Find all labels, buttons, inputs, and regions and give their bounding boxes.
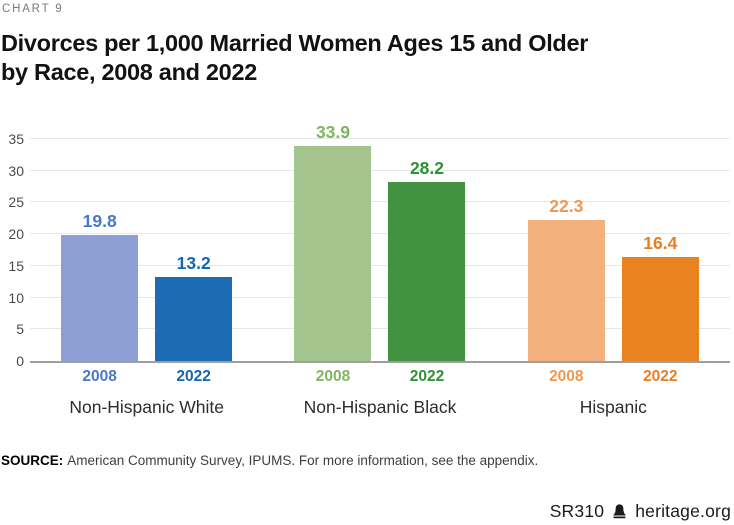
bar-group: 22.3 16.4 [497, 139, 730, 361]
source-note: SOURCE: American Community Survey, IPUMS.… [1, 453, 538, 468]
chart-title: Divorces per 1,000 Married Women Ages 15… [1, 29, 588, 86]
bar-value-label: 22.3 [549, 195, 584, 216]
bar: 28.2 [388, 158, 466, 361]
chart-number-label: CHART 9 [2, 3, 64, 15]
y-axis-tick-label: 35 [8, 131, 24, 147]
footer: SR310 heritage.org [550, 501, 731, 522]
bar-group: 33.9 28.2 [263, 122, 496, 361]
year-label-group: 2008 2022 [497, 368, 730, 386]
bar: 22.3 [527, 196, 605, 361]
bar: 19.8 [61, 211, 139, 361]
y-axis-tick-label: 20 [8, 226, 24, 243]
liberty-bell-icon [613, 504, 627, 519]
bar-value-label: 19.8 [82, 211, 117, 232]
category-label: Hispanic [579, 397, 647, 417]
gridline [30, 264, 730, 266]
gridline [30, 138, 730, 139]
bar-value-label: 33.9 [315, 121, 351, 142]
bar-group: 19.8 13.2 [30, 139, 263, 361]
report-id: SR310 [549, 501, 605, 521]
year-label: 2008 [315, 368, 351, 385]
source-label: SOURCE: [1, 453, 64, 468]
bar-value-label: 16.4 [643, 232, 678, 253]
bar: 33.9 [294, 122, 372, 361]
plot-area: 19.8 13.2 33.9 28.2 22.3 16.4 0 5 10 15 20 25 30 35 [8, 122, 730, 368]
gridline [30, 233, 730, 235]
gridline [30, 169, 730, 171]
category-label: Non-Hispanic White [69, 397, 224, 417]
category-labels-row: Non-Hispanic White Non-Hispanic Black Hisp… [30, 397, 730, 418]
chart-title-line-1: Divorces per 1,000 Married Women Ages 15… [1, 30, 589, 56]
bar-value-label: 13.2 [176, 253, 211, 274]
year-label: 2022 [643, 368, 678, 385]
site-name: heritage.org [635, 501, 731, 521]
gridline [30, 296, 730, 298]
category-label: Non-Hispanic Black [303, 397, 457, 417]
bars-row: 19.8 13.2 33.9 28.2 22.3 16.4 [30, 122, 730, 361]
year-label-group: 2008 2022 [263, 368, 496, 386]
source-text: American Community Survey, IPUMS. For mo… [67, 453, 539, 468]
gridline [30, 328, 730, 330]
year-labels-row: 2008 2022 2008 2022 2008 2022 [30, 368, 730, 386]
y-axis-tick-label: 25 [8, 194, 24, 211]
bar: 13.2 [155, 253, 233, 361]
y-axis-tick-label: 10 [8, 289, 24, 306]
gridline [30, 201, 730, 203]
bar: 16.4 [621, 233, 699, 361]
y-axis-tick-label: 0 [16, 353, 24, 369]
year-label: 2022 [176, 368, 211, 385]
y-axis-tick-label: 5 [16, 321, 24, 338]
chart-title-line-2: by Race, 2008 and 2022 [1, 58, 257, 85]
y-axis-tick-label: 15 [8, 257, 24, 274]
year-label: 2008 [82, 368, 117, 385]
year-label: 2022 [409, 368, 445, 385]
year-label-group: 2008 2022 [30, 368, 263, 386]
y-axis-tick-label: 30 [8, 162, 24, 179]
year-label: 2008 [549, 368, 584, 385]
bar-value-label: 28.2 [409, 158, 445, 179]
